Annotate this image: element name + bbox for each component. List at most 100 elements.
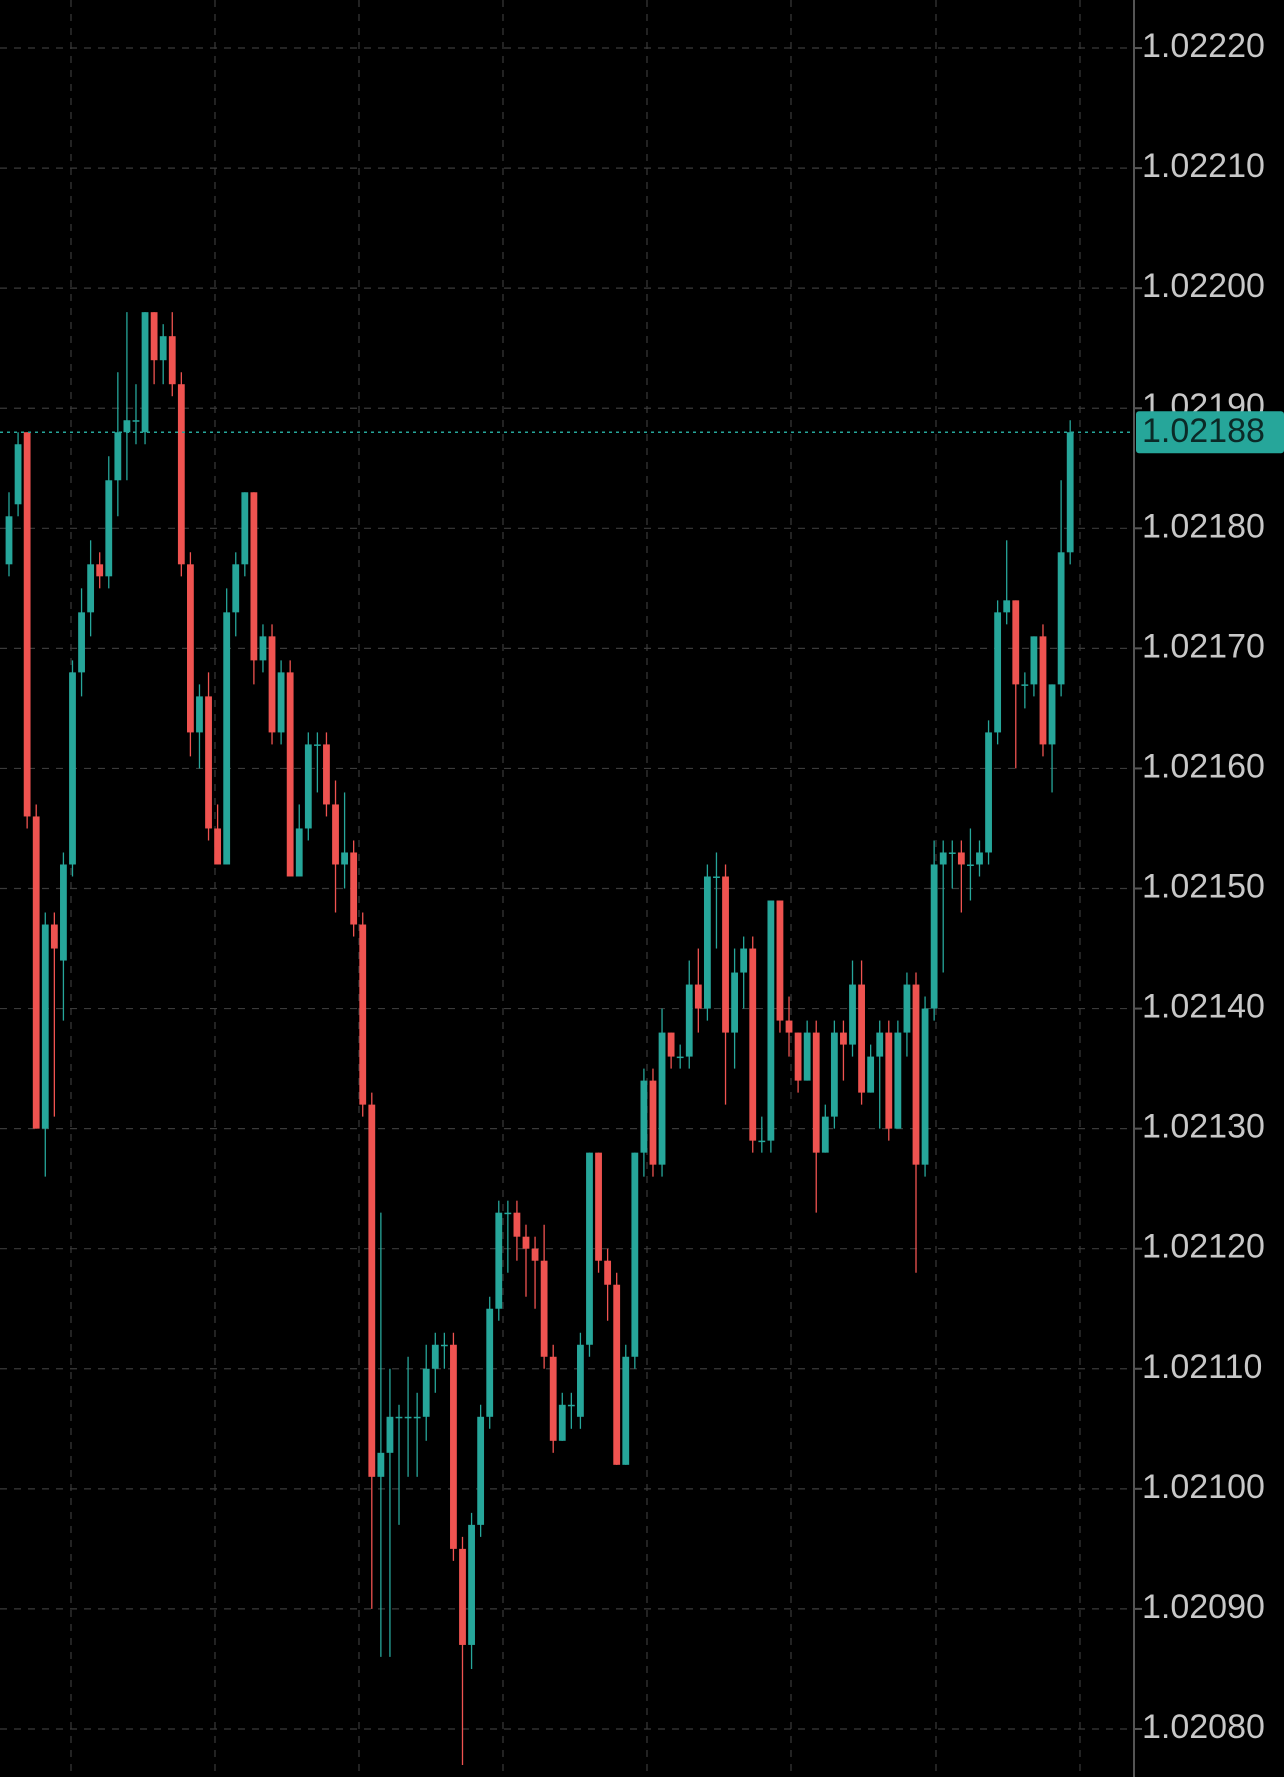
candle-body	[141, 312, 149, 433]
candle-body	[758, 1140, 766, 1143]
candle-body	[232, 564, 240, 613]
candle-body	[967, 864, 974, 866]
candle-body	[858, 984, 865, 1093]
y-tick-label: 1.02080	[1142, 1708, 1265, 1746]
candle-body	[694, 984, 702, 1009]
candle-body	[123, 420, 131, 433]
candle-body	[69, 672, 76, 865]
candle-body	[667, 1032, 675, 1057]
candle-body	[577, 1344, 584, 1417]
candle-body	[413, 1416, 421, 1419]
candle-body	[323, 744, 330, 805]
candle-body	[803, 1032, 811, 1081]
candle-body	[1039, 636, 1047, 745]
candle-body	[78, 612, 85, 673]
candle-body	[450, 1344, 457, 1549]
candle-body	[994, 612, 1002, 733]
y-tick-label: 1.02100	[1142, 1468, 1265, 1506]
candle-body	[558, 1404, 566, 1441]
candle-body	[105, 480, 113, 577]
candle-body	[41, 924, 49, 1129]
candle-body	[304, 744, 312, 829]
candle-body	[1030, 636, 1038, 685]
y-tick-label: 1.02170	[1142, 627, 1265, 665]
candle-body	[957, 852, 965, 865]
candle-body	[531, 1248, 539, 1261]
candle-body	[767, 900, 775, 1141]
candle-body	[921, 1008, 929, 1165]
candle-body	[713, 876, 720, 878]
candle-body	[386, 1416, 394, 1453]
y-tick-label: 1.02180	[1142, 507, 1265, 545]
candle-body	[377, 1452, 385, 1477]
candle-body	[495, 1212, 503, 1309]
candle-body	[794, 1032, 802, 1081]
candle-body	[1057, 552, 1065, 685]
candle-body	[867, 1056, 875, 1093]
candle-body	[486, 1308, 494, 1417]
candle-body	[912, 984, 920, 1165]
y-tick-label: 1.02160	[1142, 747, 1265, 785]
candle-body	[830, 1032, 838, 1117]
candle-body	[631, 1152, 639, 1357]
candle-body	[731, 972, 738, 1033]
candle-body	[5, 516, 13, 565]
candle-body	[295, 828, 303, 877]
candle-body	[250, 492, 258, 661]
candle-body	[114, 432, 122, 481]
candle-body	[477, 1416, 485, 1525]
candle-body	[350, 852, 358, 925]
candle-body	[976, 852, 983, 865]
candle-body	[849, 984, 856, 1045]
candle-body	[948, 852, 956, 854]
candle-body	[177, 384, 185, 565]
candle-body	[196, 696, 203, 733]
candle-body	[939, 852, 947, 865]
candle-body	[930, 864, 938, 1009]
candle-body	[595, 1152, 602, 1261]
y-tick-label: 1.02110	[1142, 1348, 1262, 1386]
candle-body	[32, 816, 40, 1129]
candle-body	[676, 1056, 684, 1059]
candle-body	[540, 1260, 548, 1357]
candle-body	[50, 924, 58, 949]
candle-body	[586, 1152, 593, 1345]
candle-body	[622, 1356, 630, 1465]
candle-body	[359, 924, 367, 1105]
y-tick-label: 1.02090	[1142, 1588, 1265, 1626]
candle-body	[894, 1032, 902, 1129]
candle-body	[567, 1404, 575, 1407]
candle-body	[604, 1260, 612, 1285]
candle-body	[785, 1020, 793, 1033]
candle-body	[903, 984, 911, 1033]
y-tick-label: 1.02130	[1142, 1108, 1265, 1146]
candle-body	[368, 1104, 376, 1477]
y-tick-label: 1.02210	[1142, 147, 1265, 185]
y-tick-label: 1.02200	[1142, 267, 1265, 305]
candle-body	[150, 312, 158, 361]
candle-body	[259, 636, 267, 661]
candle-body	[885, 1032, 893, 1129]
candle-body	[776, 900, 784, 1021]
candle-body	[395, 1416, 403, 1419]
candle-body	[277, 672, 285, 733]
candle-body	[613, 1284, 621, 1465]
candle-body	[268, 636, 276, 733]
candle-body	[522, 1236, 530, 1249]
candle-body	[60, 864, 67, 961]
candle-body	[187, 564, 194, 733]
candle-body	[332, 804, 339, 865]
candle-body	[1003, 600, 1011, 613]
candle-body	[685, 984, 693, 1057]
y-tick-label: 1.02150	[1142, 867, 1265, 905]
candle-body	[313, 744, 321, 746]
candle-body	[96, 564, 104, 577]
y-tick-label: 1.02140	[1142, 988, 1265, 1026]
candle-body	[459, 1548, 466, 1645]
candle-body	[168, 336, 176, 385]
candle-body	[214, 828, 222, 865]
candle-body	[23, 432, 31, 817]
candle-body	[286, 672, 294, 877]
